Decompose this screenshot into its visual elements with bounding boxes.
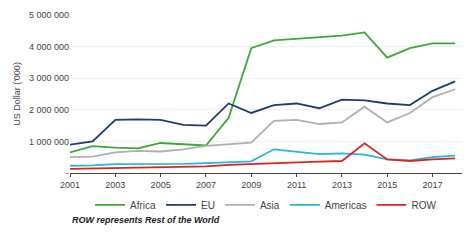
svg-text:2009: 2009: [241, 180, 261, 190]
svg-text:Asia: Asia: [260, 200, 280, 211]
svg-text:2011: 2011: [287, 180, 306, 190]
svg-text:US Dollar ('000): US Dollar ('000): [12, 62, 22, 126]
svg-text:4 000 000: 4 000 000: [29, 42, 69, 52]
svg-text:Africa: Africa: [130, 200, 156, 211]
svg-text:1 000 000: 1 000 000: [29, 137, 69, 147]
svg-text:3 000 000: 3 000 000: [29, 73, 69, 83]
svg-text:2007: 2007: [196, 180, 216, 190]
svg-text:2 000 000: 2 000 000: [29, 105, 69, 115]
svg-text:EU: EU: [201, 200, 215, 211]
svg-text:2003: 2003: [105, 180, 125, 190]
svg-text:5 000 000: 5 000 000: [29, 10, 69, 20]
svg-text:2015: 2015: [377, 180, 397, 190]
svg-text:2005: 2005: [151, 180, 171, 190]
svg-text:ROW: ROW: [411, 200, 436, 211]
svg-text:2013: 2013: [332, 180, 352, 190]
svg-text:Americas: Americas: [325, 200, 367, 211]
svg-text:-: -: [66, 168, 69, 178]
svg-text:ROW represents Rest of the Wor: ROW represents Rest of the World: [72, 215, 220, 225]
svg-text:2001: 2001: [60, 180, 80, 190]
svg-text:2017: 2017: [423, 180, 443, 190]
